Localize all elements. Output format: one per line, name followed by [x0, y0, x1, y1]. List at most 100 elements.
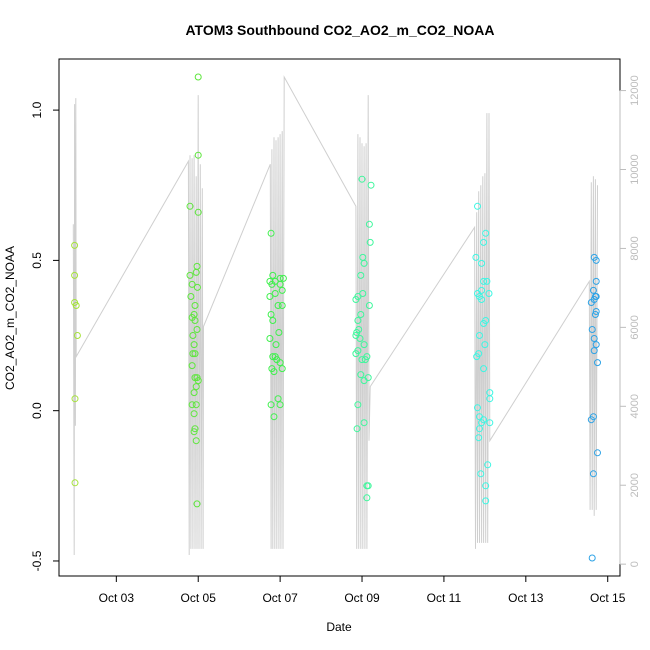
- y-axis: -0.5 0.0 0.5 1.0: [30, 101, 59, 571]
- data-point: [364, 482, 372, 490]
- data-point: [278, 286, 286, 294]
- data-point: [188, 401, 196, 409]
- data-point: [592, 341, 600, 349]
- data-point: [191, 317, 199, 324]
- data-point: [364, 374, 372, 382]
- data-point: [365, 302, 373, 309]
- data-point: [359, 290, 367, 297]
- data-point: [271, 277, 279, 285]
- data-point: [474, 404, 481, 412]
- y2-tick-label: 6000: [629, 315, 641, 339]
- data-point: [475, 434, 483, 442]
- data-point: [358, 356, 366, 364]
- y2-tick-label: 8000: [629, 236, 641, 260]
- data-point: [476, 332, 483, 339]
- data-point: [278, 302, 286, 309]
- secondary-y-axis: 0 2000 4000 6000 8000 10000 12000: [619, 75, 641, 567]
- data-point: [480, 320, 488, 327]
- data-point: [279, 274, 287, 282]
- data-point: [594, 449, 601, 457]
- data-point: [357, 371, 365, 379]
- data-point: [189, 332, 197, 339]
- y-axis-label: CO2_AO2_m_CO2_NOAA: [3, 246, 17, 390]
- data-point: [352, 350, 360, 358]
- data-point: [590, 335, 598, 342]
- x-tick-label: Oct 03: [99, 591, 135, 605]
- data-point: [357, 271, 365, 279]
- points-layer: [71, 73, 601, 562]
- data-point: [269, 317, 277, 324]
- data-point: [276, 401, 284, 409]
- data-point: [278, 365, 286, 373]
- data-point: [270, 413, 278, 421]
- data-point: [269, 271, 277, 279]
- data-point: [271, 290, 279, 297]
- data-point: [482, 497, 490, 505]
- data-point: [193, 283, 201, 291]
- data-point: [485, 290, 493, 297]
- data-point: [267, 229, 275, 237]
- data-point: [360, 419, 368, 427]
- data-point: [272, 341, 280, 349]
- data-point: [486, 419, 494, 427]
- data-point: [481, 341, 489, 349]
- data-point: [592, 256, 600, 264]
- data-point: [266, 293, 274, 300]
- data-point: [71, 479, 79, 487]
- x-tick-label: Oct 11: [427, 591, 462, 605]
- data-point: [486, 395, 494, 403]
- data-point: [358, 175, 366, 183]
- data-point: [474, 202, 481, 210]
- data-point: [475, 350, 483, 358]
- y2-tick-label: 4000: [629, 394, 641, 418]
- data-point: [482, 229, 490, 237]
- plot-frame: [58, 58, 621, 577]
- data-point: [594, 359, 601, 367]
- data-point: [194, 73, 202, 81]
- data-point: [591, 311, 599, 318]
- data-point: [352, 332, 360, 339]
- y2-tick-label: 0: [629, 561, 641, 567]
- x-tick-label: Oct 05: [181, 591, 217, 605]
- data-point: [353, 329, 361, 336]
- data-point: [478, 259, 486, 267]
- data-point: [190, 410, 198, 418]
- data-point: [191, 350, 199, 358]
- data-point: [276, 280, 284, 288]
- data-point: [187, 293, 195, 300]
- data-point: [274, 395, 282, 403]
- data-point: [276, 359, 284, 367]
- data-point: [589, 286, 597, 294]
- data-point: [190, 341, 198, 349]
- data-point: [186, 202, 194, 210]
- data-point: [592, 308, 600, 315]
- data-point: [71, 241, 79, 249]
- data-point: [480, 277, 488, 285]
- data-point: [190, 428, 198, 436]
- data-point: [274, 302, 282, 309]
- y-tick-label: -0.5: [30, 550, 44, 571]
- y2-tick-label: 10000: [629, 154, 641, 185]
- data-point: [588, 554, 596, 562]
- data-point: [360, 259, 368, 267]
- data-point: [189, 350, 197, 358]
- data-point: [186, 271, 194, 279]
- data-point: [353, 425, 361, 433]
- data-point: [270, 368, 278, 376]
- data-point: [266, 335, 274, 342]
- data-point: [589, 470, 597, 478]
- data-point: [367, 181, 375, 189]
- data-point: [72, 302, 80, 309]
- data-point: [357, 311, 365, 318]
- data-point: [193, 326, 201, 333]
- x-tick-label: Oct 15: [590, 591, 626, 605]
- y-tick-label: 0.5: [30, 252, 44, 269]
- data-point: [480, 238, 488, 246]
- data-point: [193, 262, 201, 270]
- data-point: [366, 238, 374, 246]
- data-point: [192, 401, 200, 409]
- data-point: [352, 296, 360, 303]
- data-point: [194, 377, 202, 385]
- data-point: [483, 277, 491, 285]
